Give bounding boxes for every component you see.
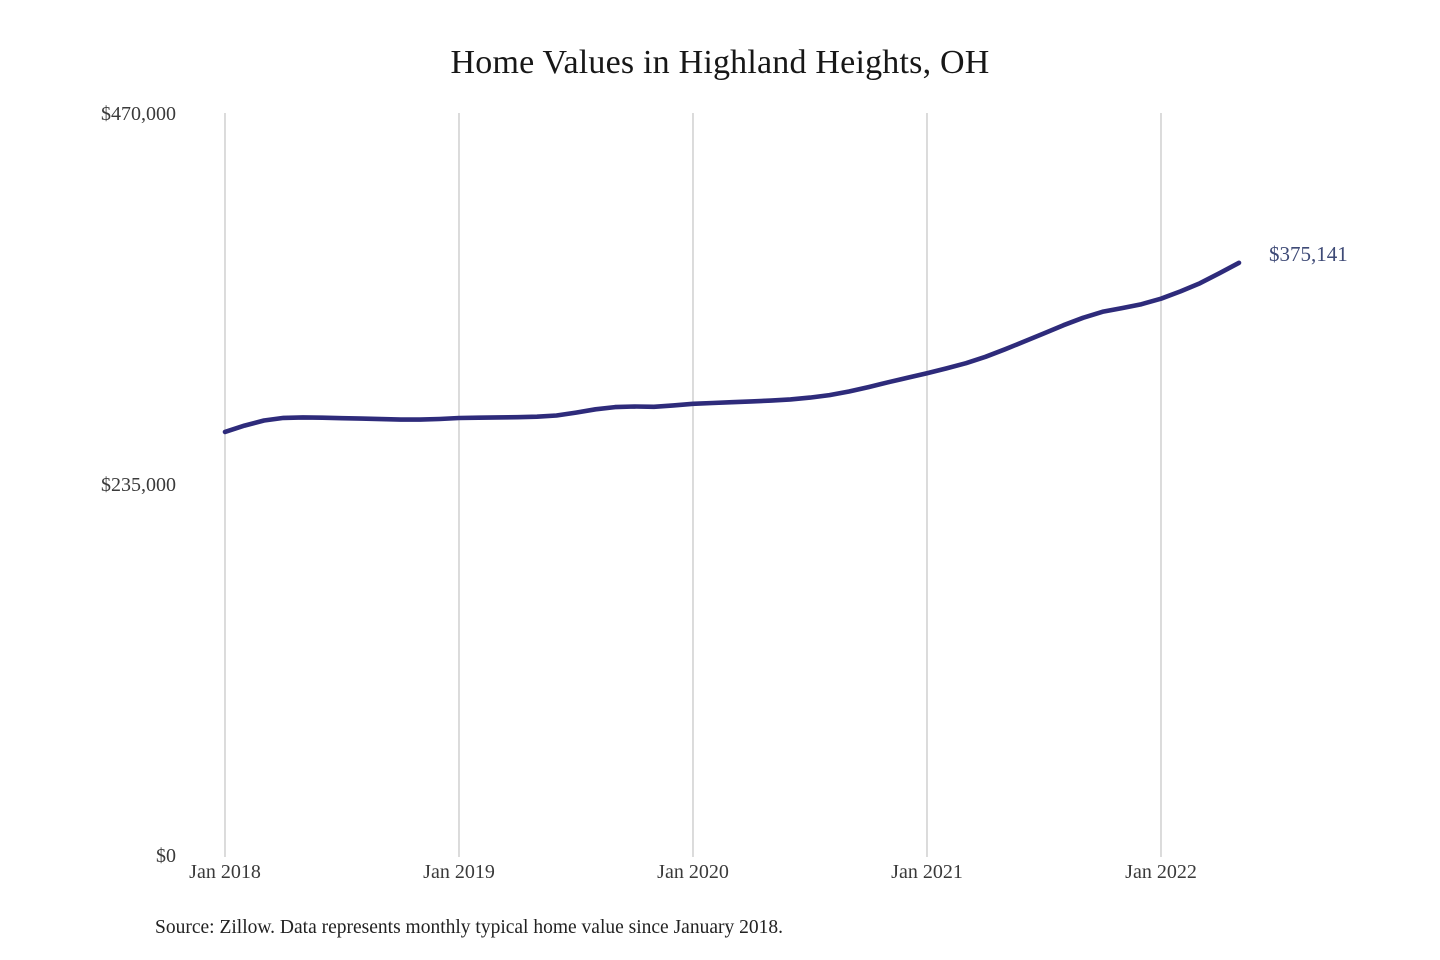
y-axis-tick-label: $470,000 xyxy=(101,103,176,125)
y-axis-tick-label: $235,000 xyxy=(101,474,176,496)
x-axis-tick-label: Jan 2021 xyxy=(891,861,963,883)
last-value-label: $375,141 xyxy=(1269,241,1348,266)
x-axis-tick-label: Jan 2018 xyxy=(189,861,261,883)
x-axis-tick-label: Jan 2022 xyxy=(1125,861,1197,883)
home-value-series-line xyxy=(222,260,1242,435)
x-axis-tick-label: Jan 2019 xyxy=(423,861,495,883)
chart-title: Home Values in Highland Heights, OH xyxy=(450,44,990,81)
x-axis-tick-label: Jan 2020 xyxy=(657,861,729,883)
y-axis-tick-label: $0 xyxy=(156,845,176,867)
source-note: Source: Zillow. Data represents monthly … xyxy=(155,917,783,938)
